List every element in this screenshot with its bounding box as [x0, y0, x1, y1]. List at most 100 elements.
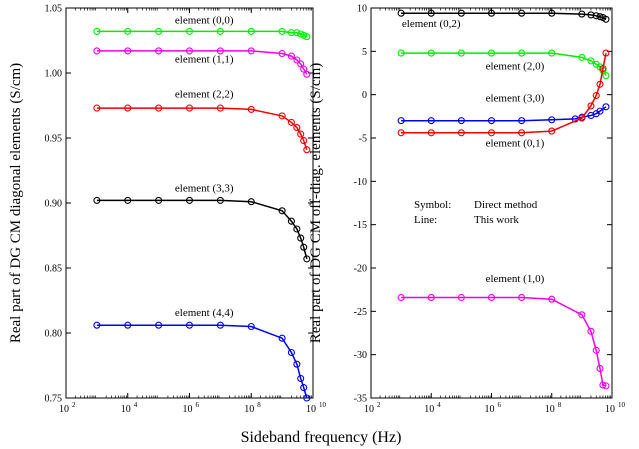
data-point: [216, 27, 224, 35]
data-point: [592, 12, 600, 20]
data-point: [216, 104, 224, 112]
x-tick-label: 10: [485, 404, 495, 415]
data-point: [548, 9, 556, 17]
data-point: [427, 129, 435, 137]
data-point: [216, 47, 224, 55]
data-point: [247, 198, 255, 206]
series-line: [96, 107, 308, 150]
data-point: [297, 60, 305, 68]
data-point: [548, 295, 556, 303]
y-tick-label: 10: [357, 4, 367, 15]
data-point: [518, 293, 526, 302]
data-point: [457, 49, 465, 57]
data-point: [124, 321, 132, 329]
data-point: [93, 321, 101, 329]
right-chart-panel: 10 2 10 4 10 6 10 8 10 10-35-30-25-20-15-10-50510…: [308, 4, 626, 416]
y-tick-label: -10: [354, 177, 367, 188]
data-point: [487, 117, 496, 125]
y-tick-label: 0.75: [45, 394, 63, 405]
data-point: [578, 114, 586, 122]
y-tick-label: -15: [354, 220, 367, 231]
y-tick-label: 0.85: [45, 264, 63, 275]
data-point: [397, 293, 405, 302]
data-point: [185, 104, 194, 112]
x-tick-exponent: 10: [618, 401, 626, 409]
data-point: [287, 29, 295, 37]
data-point: [427, 49, 435, 57]
data-point: [602, 15, 610, 23]
data-point: [278, 27, 286, 35]
series-annotation: element (1,1): [175, 54, 234, 66]
data-point: [578, 53, 586, 61]
series-annotation: element (4,4): [175, 307, 234, 319]
legend-key: Symbol:: [414, 199, 451, 211]
y-tick-label: 0.95: [45, 134, 63, 145]
data-point: [300, 65, 308, 73]
data-point: [303, 70, 311, 78]
x-tick-exponent: 4: [437, 401, 441, 409]
y-axis-label: Real part of DG CM off-diag. elements (S…: [308, 63, 324, 344]
data-point: [427, 293, 435, 302]
data-point: [596, 364, 604, 373]
data-point: [587, 11, 595, 19]
y-tick-label: -35: [354, 394, 367, 405]
x-tick-exponent: 2: [377, 401, 381, 409]
data-point: [602, 382, 610, 390]
data-point: [300, 243, 308, 251]
data-point: [397, 9, 405, 17]
data-point: [293, 29, 301, 37]
data-point: [487, 129, 496, 137]
data-point: [487, 293, 496, 302]
data-point: [518, 9, 526, 17]
data-point: [587, 327, 595, 335]
data-point: [457, 9, 465, 17]
data-point: [247, 105, 255, 113]
data-point: [287, 118, 295, 126]
data-point: [287, 348, 295, 357]
data-point: [303, 33, 311, 41]
legend-value: Direct method: [474, 199, 538, 211]
data-point: [548, 49, 556, 57]
data-point: [124, 196, 132, 204]
x-tick-label: 10: [183, 404, 193, 415]
x-tick-label: 10: [605, 404, 615, 415]
data-point: [216, 321, 224, 329]
data-point: [93, 104, 101, 112]
x-tick-label: 10: [121, 404, 131, 415]
y-tick-label: -25: [354, 307, 367, 318]
legend-key: Line:: [414, 214, 437, 226]
data-point: [427, 117, 435, 125]
data-point: [287, 52, 295, 60]
series-line: [401, 106, 607, 122]
data-point: [397, 117, 405, 125]
data-point: [185, 196, 194, 204]
data-point: [599, 65, 607, 73]
data-point: [587, 102, 595, 110]
y-axis-label: Real part of DG CM diagonal elements (S/…: [8, 63, 24, 343]
data-point: [278, 49, 286, 58]
data-point: [596, 107, 604, 115]
data-point: [124, 104, 132, 112]
data-point: [297, 374, 305, 383]
data-point: [293, 56, 301, 64]
series-annotation: element (0,1): [486, 138, 545, 150]
data-point: [287, 217, 295, 225]
series-annotation: element (2,2): [175, 89, 234, 101]
y-tick-label: 1.05: [45, 4, 63, 15]
data-point: [427, 9, 435, 17]
data-point: [548, 127, 556, 135]
data-point: [247, 27, 255, 35]
data-point: [216, 196, 224, 204]
data-point: [548, 116, 556, 124]
x-tick-label: 10: [244, 404, 254, 415]
series-annotation: element (3,3): [175, 182, 234, 194]
x-tick-label: 10: [424, 404, 434, 415]
x-tick-exponent: 8: [558, 401, 562, 409]
data-point: [602, 103, 610, 111]
x-tick-exponent: 6: [196, 401, 200, 409]
x-tick-exponent: 4: [134, 401, 138, 409]
data-point: [297, 130, 305, 138]
data-point: [300, 137, 308, 145]
series-annotation: element (3,0): [486, 93, 545, 105]
